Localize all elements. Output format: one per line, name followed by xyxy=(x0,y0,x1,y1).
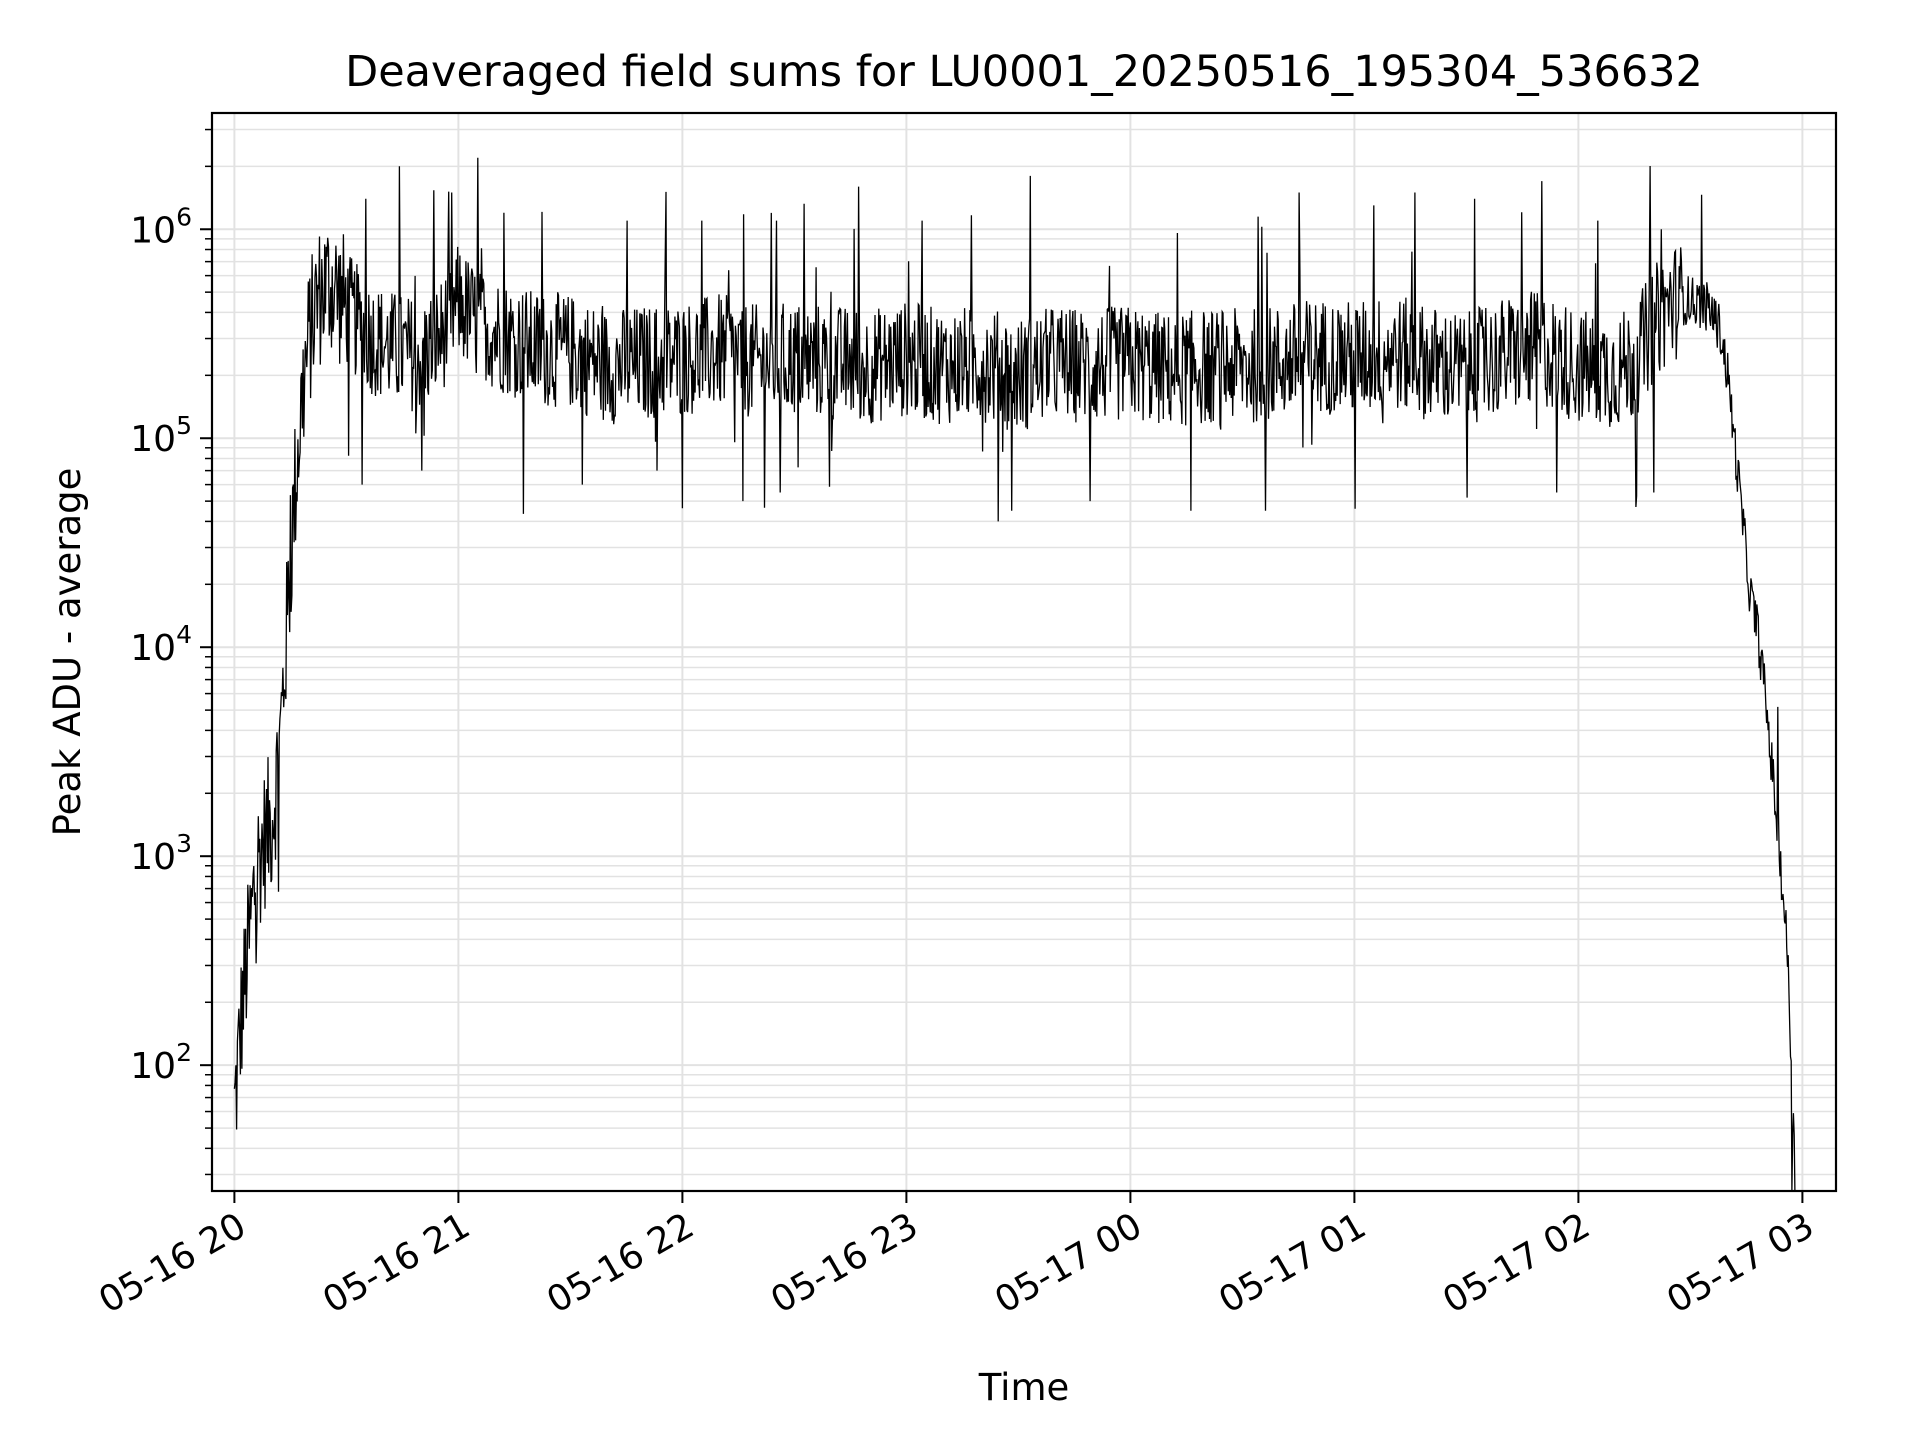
y-tick-exponent: 5 xyxy=(176,411,192,440)
series-line xyxy=(233,157,1796,1192)
y-tick-exponent: 3 xyxy=(176,829,192,858)
y-axis-label: Peak ADU - average xyxy=(46,468,89,837)
y-tick-base: 10 xyxy=(130,419,176,460)
y-tick-base: 10 xyxy=(130,628,176,669)
y-tick-base: 10 xyxy=(130,837,176,878)
y-tick-label: 104 xyxy=(130,620,192,669)
y-tick-exponent: 6 xyxy=(176,202,192,231)
x-axis-label: Time xyxy=(978,1366,1070,1409)
y-tick-exponent: 4 xyxy=(176,620,192,649)
chart-title: Deaveraged field sums for LU0001_2025051… xyxy=(345,47,1703,97)
y-tick-label: 102 xyxy=(130,1038,192,1087)
y-tick-base: 10 xyxy=(130,1046,176,1087)
y-tick-label: 103 xyxy=(130,829,192,878)
y-tick-label: 106 xyxy=(130,202,192,251)
y-tick-exponent: 2 xyxy=(176,1038,192,1067)
y-tick-label: 105 xyxy=(130,411,192,460)
y-tick-base: 10 xyxy=(130,210,176,251)
data-line xyxy=(233,157,1796,1192)
plot-frame xyxy=(210,111,1838,1193)
